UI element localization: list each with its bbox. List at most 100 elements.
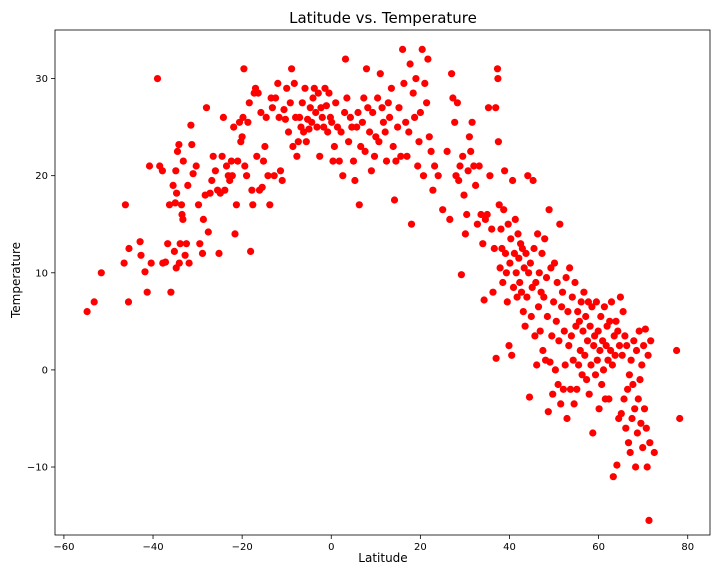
data-point [320, 123, 328, 131]
data-point [379, 118, 387, 126]
data-point [411, 113, 419, 121]
data-point [619, 308, 627, 316]
data-point [165, 201, 174, 209]
data-point [523, 293, 531, 301]
data-point [136, 238, 144, 246]
data-point [587, 361, 595, 369]
data-point [281, 115, 289, 123]
data-point [489, 288, 497, 296]
data-point [239, 113, 247, 121]
data-point [501, 167, 509, 175]
x-tick-label: 20 [414, 542, 427, 553]
data-point [457, 271, 465, 279]
data-point [604, 356, 612, 364]
data-point [582, 312, 590, 321]
data-point [369, 108, 377, 117]
data-point [464, 167, 472, 175]
data-point [199, 215, 207, 223]
data-point [158, 167, 166, 175]
data-point [294, 138, 302, 146]
data-point [274, 79, 282, 87]
data-point [630, 337, 638, 345]
data-point [573, 385, 581, 393]
data-point [640, 405, 649, 413]
data-point [480, 296, 488, 304]
data-point [289, 142, 297, 151]
data-point [416, 108, 424, 117]
data-point [580, 288, 588, 296]
data-point [202, 104, 211, 112]
data-point [605, 395, 613, 403]
data-point [339, 172, 347, 180]
data-point [314, 89, 322, 97]
data-point [525, 393, 534, 401]
data-point [451, 118, 459, 126]
data-point [335, 157, 343, 165]
data-point [624, 385, 632, 393]
data-point [500, 206, 508, 214]
data-point [540, 293, 548, 301]
data-point [626, 448, 634, 457]
data-point [492, 354, 500, 362]
data-point [538, 249, 546, 257]
y-axis-ticks: −10 0 10 20 30 [27, 74, 55, 474]
data-point [522, 249, 530, 257]
data-point [583, 337, 592, 345]
data-point [381, 128, 389, 136]
data-point [232, 201, 240, 209]
data-point [322, 102, 330, 110]
data-point [556, 220, 564, 228]
data-point [609, 473, 617, 481]
data-point [308, 118, 316, 126]
data-point [354, 108, 362, 117]
data-point [141, 268, 149, 276]
data-point [645, 516, 653, 525]
data-point [552, 317, 560, 325]
data-point [439, 206, 447, 214]
data-point [602, 342, 610, 350]
data-point [566, 385, 575, 393]
data-point [558, 288, 567, 296]
data-point [83, 308, 91, 316]
data-point [533, 361, 541, 369]
data-point [635, 327, 643, 335]
data-point [534, 303, 543, 311]
data-point [541, 235, 549, 243]
data-point [472, 181, 480, 189]
data-point [280, 106, 288, 114]
data-point [402, 118, 410, 126]
data-point [414, 162, 422, 170]
data-point [534, 230, 542, 238]
data-point [549, 390, 557, 398]
data-point [258, 183, 266, 191]
data-point [524, 172, 532, 180]
data-point [125, 244, 133, 253]
data-point [456, 162, 464, 170]
data-point [137, 251, 145, 259]
data-point [650, 448, 658, 457]
data-point [275, 113, 283, 121]
data-point [585, 390, 593, 398]
data-point [121, 201, 129, 209]
data-point [640, 342, 648, 350]
data-point [181, 251, 189, 259]
data-point [412, 75, 420, 83]
data-point [227, 157, 235, 165]
y-tick-label: 0 [42, 365, 48, 376]
data-point [581, 351, 589, 359]
data-point [198, 249, 207, 257]
data-point [306, 104, 314, 112]
data-point [502, 269, 510, 277]
data-point [628, 414, 636, 423]
x-axis-ticks: −60 −40 −20 0 20 40 60 80 [53, 535, 694, 553]
data-point [382, 157, 391, 165]
data-point [189, 170, 197, 178]
data-point [641, 325, 650, 333]
data-point [429, 186, 437, 194]
data-point [557, 400, 565, 408]
data-point [204, 228, 212, 236]
data-point [526, 259, 535, 267]
data-point [353, 123, 361, 131]
data-point [418, 45, 426, 54]
plot-frame [54, 29, 711, 536]
